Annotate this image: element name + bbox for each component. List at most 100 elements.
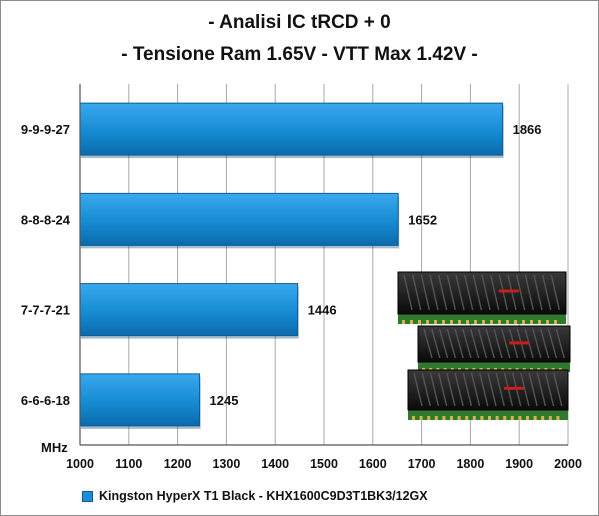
ram-contact [538,320,541,324]
ram-fin [541,274,552,311]
x-tick-label: 1800 [456,457,484,471]
ram-accent-stripe [504,386,524,390]
ram-modules-image [397,271,571,420]
category-label: 9-9-9-27 [21,122,70,137]
category-label: 7-7-7-21 [21,303,70,318]
ram-fin [420,274,431,311]
ram-fin [463,274,474,311]
ram-fin [515,274,526,311]
bar-value-label: 1652 [408,212,437,227]
ram-contact [418,320,421,324]
ram-fin [520,372,530,407]
ram-contact [522,320,525,324]
ram-contact [442,320,445,324]
ram-fin [501,328,511,359]
ram-contact [503,416,507,420]
ram-fin [403,274,413,311]
ram-contact [554,320,557,324]
ram-fin [446,274,457,311]
ram-fin [429,274,439,311]
x-tick-label: 1200 [164,457,192,471]
bar [79,102,504,156]
ram-contact [402,320,405,324]
ram-contact [410,320,413,324]
ram-fin [533,274,543,311]
ram-fin [423,328,433,359]
ram-fin [495,372,505,407]
ram-module [407,369,569,420]
ram-fin [487,372,497,407]
ram-contact [495,416,499,420]
ram-contact [457,416,461,420]
ram-fin [528,372,538,407]
ram-fin [479,372,489,407]
ram-fin [536,372,547,407]
ram-fin [477,328,488,359]
ram-fin [553,372,563,407]
ram-fin [470,372,481,407]
ram-fin [547,328,558,359]
ram-contact [514,320,517,324]
bar [79,283,299,337]
ram-contact [426,320,429,324]
legend-swatch [82,490,93,502]
bar [79,192,399,246]
ram-fin [431,328,441,359]
ram-fin [454,328,464,359]
ram-fin [539,328,550,359]
ram-fin [454,372,464,407]
ram-fin [532,328,542,359]
category-label: 8-8-8-24 [21,212,71,227]
x-tick-label: 1000 [66,457,94,471]
ram-contact [482,320,485,324]
ram-fin [472,274,483,311]
ram-fin [462,372,473,407]
ram-fin [550,274,561,311]
x-tick-label: 1500 [310,457,338,471]
ram-fin [455,274,465,311]
axes: 1000 1100 1200 1300 1400 1500 1600 1700 1800 1900… [21,84,582,471]
ram-fin [481,274,491,311]
ram-contact [474,320,477,324]
ram-contact [434,416,438,420]
ram-contact [556,416,560,420]
x-tick-label: 1600 [359,457,387,471]
ram-fin [493,328,503,359]
ram-contact [465,416,469,420]
x-tick-label: 2000 [554,457,582,471]
ram-fin [421,372,431,407]
ram-fin [462,328,472,359]
ram-module [397,271,567,324]
ram-fin [437,274,448,311]
bars: 1866 1652 1446 1245 [79,102,542,429]
ram-fin [544,372,555,407]
legend: Kingston HyperX T1 Black - KHX1600C9D3T1… [82,489,428,503]
ram-contact [480,416,484,420]
bar-value-label: 1866 [513,122,542,137]
ram-contact [526,416,529,420]
category-label: 6-6-6-18 [21,393,70,408]
ram-contact [412,416,415,420]
legend-label: Kingston HyperX T1 Black - KHX1600C9D3T1… [99,489,428,503]
ram-contact [541,416,545,420]
ram-contact [488,416,491,420]
x-tick-label: 1900 [505,457,533,471]
ram-fin [485,328,495,359]
ram-contact [450,416,453,420]
bar [79,373,201,427]
ram-contact [466,320,469,324]
ram-fin [411,274,422,311]
ram-fin [446,328,457,359]
ram-contact [458,320,461,324]
ram-fin [413,372,423,407]
bar-value-label: 1446 [308,303,337,318]
ram-contact [546,320,549,324]
ram-fin [524,274,535,311]
ram-fin [489,274,500,311]
ram-contact [518,416,522,420]
x-tick-label: 1700 [408,457,436,471]
ram-contact [490,320,493,324]
ram-module [417,325,571,372]
ram-accent-stripe [509,341,530,345]
